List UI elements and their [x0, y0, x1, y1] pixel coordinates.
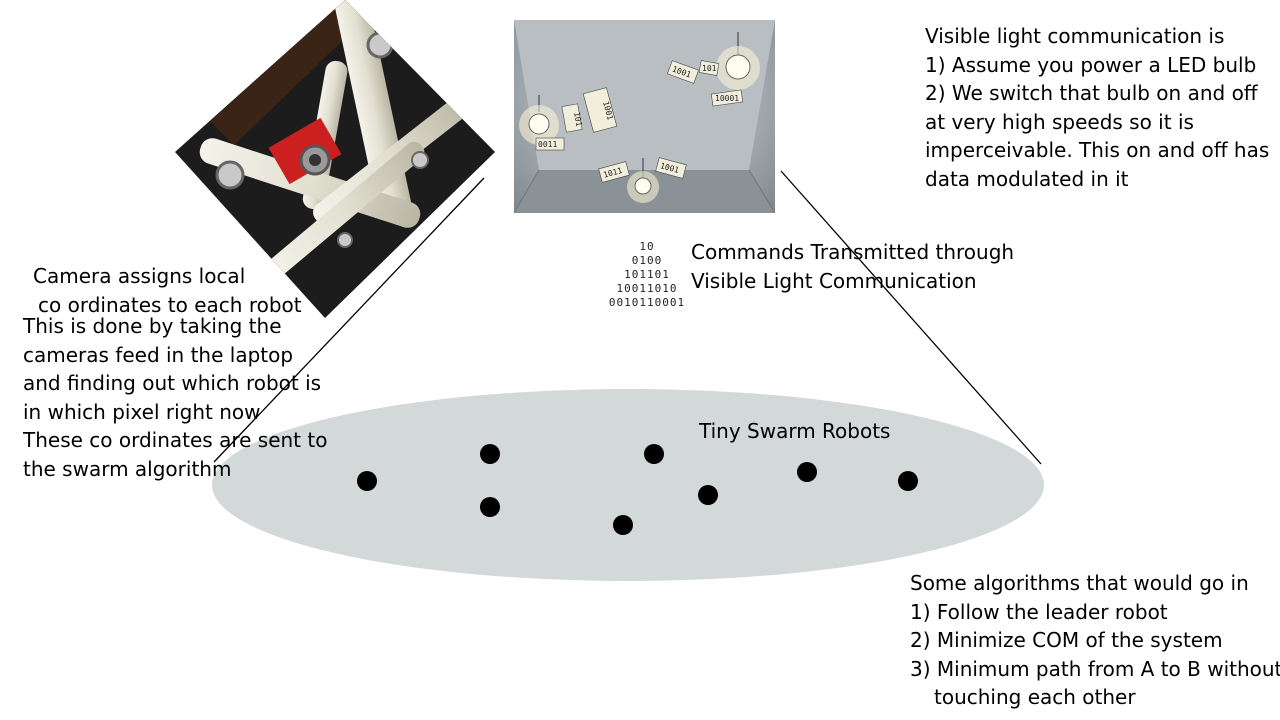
robot-dot [698, 485, 718, 505]
binary-data-pyramid: 10 0100 101101 10011010 0010110001 [592, 240, 702, 310]
binary-row: 0010110001 [608, 296, 686, 309]
process-line: cameras feed in the laptop [23, 342, 294, 367]
algorithms-intro: Some algorithms that would go in [910, 571, 1249, 595]
algorithm-item: 1) Follow the leader robot [910, 599, 1168, 624]
process-line: in which pixel right now [23, 399, 261, 424]
right-connector-line [780, 170, 1042, 465]
arena-floor [212, 389, 1044, 581]
vlc-line: imperceivable. This on and off has [925, 138, 1270, 162]
binary-row: 0100 [631, 254, 663, 267]
algorithm-item: 2) Minimize COM of the system [910, 628, 1223, 652]
bulb-icon [627, 158, 659, 203]
vlc-line: at very high speeds so it is [925, 109, 1194, 134]
room-label: 10001 [715, 94, 739, 103]
process-line: These co ordinates are sent to [23, 428, 328, 452]
vlc-line: 1) Assume you power a LED bulb [925, 52, 1257, 77]
process-line: the swarm algorithm [23, 456, 232, 481]
camera-caption: Camera assigns local co ordinates to eac… [33, 262, 302, 319]
room-illustration: 1001 101 0011 1001 101 10001 1011 1001 [514, 20, 775, 213]
algorithms-list: Some algorithms that would go in 1) Foll… [910, 569, 1280, 712]
room-label: 0011 [538, 140, 557, 149]
vlc-description: Visible light communication is 1) Assume… [925, 22, 1269, 193]
binary-row: 101101 [624, 268, 670, 281]
camera-rig-image [175, 0, 495, 318]
bulb-icon [519, 95, 559, 145]
robot-dot [898, 471, 918, 491]
process-line: and finding out which robot is [23, 371, 322, 395]
robot-dot [613, 515, 633, 535]
robot-dot [480, 444, 500, 464]
binary-row: 10 [639, 240, 655, 253]
room-label: 101 [702, 64, 717, 73]
swarm-arena [212, 389, 1044, 581]
robot-dot [480, 497, 500, 517]
room-label: 101 [572, 111, 583, 127]
algorithm-item: 3) Minimum path from A to B without [910, 656, 1280, 681]
vlc-line: data modulated in it [925, 166, 1129, 191]
bulb-icon [716, 32, 760, 90]
vlc-line: Visible light communication is [925, 24, 1225, 48]
vlc-line: 2) We switch that bulb on and off [925, 81, 1258, 105]
camera-process-text: This is done by taking the cameras feed … [23, 312, 327, 483]
swarm-label: Tiny Swarm Robots [699, 419, 891, 443]
left-connector-line [213, 177, 485, 463]
process-line: This is done by taking the [23, 314, 282, 338]
commands-label: Commands Transmitted through Visible Lig… [691, 238, 1014, 295]
camera-caption-line: co ordinates to each robot [38, 292, 302, 317]
robot-dot [357, 471, 377, 491]
camera-caption-line: Camera assigns local [33, 264, 246, 288]
robot-dot [644, 444, 664, 464]
commands-line: Visible Light Communication [691, 268, 977, 293]
algorithm-item-continuation: touching each other [934, 685, 1136, 709]
commands-line: Commands Transmitted through [691, 240, 1015, 264]
visible-light-room-image: 1001 101 0011 1001 101 10001 1011 1001 [514, 20, 775, 213]
binary-row: 10011010 [616, 282, 678, 295]
robot-dot [797, 462, 817, 482]
